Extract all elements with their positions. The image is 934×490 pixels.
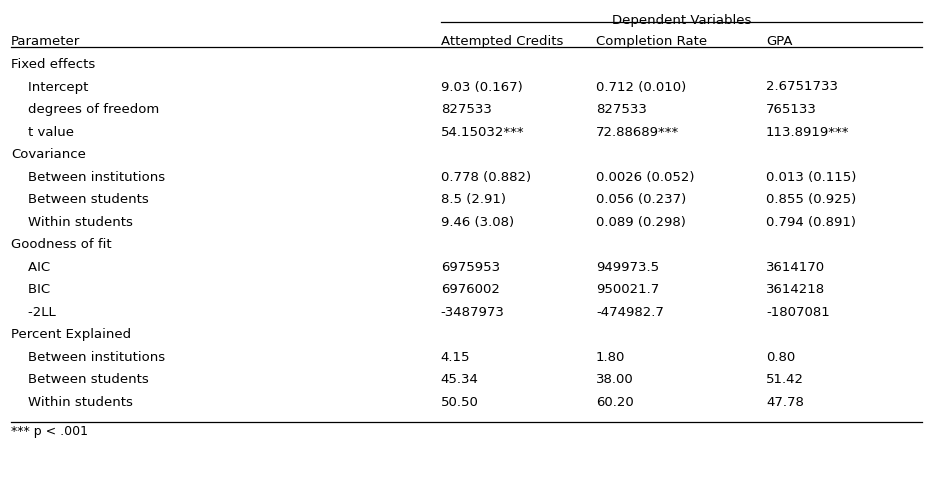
Text: BIC: BIC: [11, 283, 50, 296]
Text: 827533: 827533: [596, 103, 646, 116]
Text: Goodness of fit: Goodness of fit: [11, 238, 112, 251]
Text: Between students: Between students: [11, 373, 149, 386]
Text: Fixed effects: Fixed effects: [11, 58, 95, 71]
Text: 949973.5: 949973.5: [596, 261, 659, 273]
Text: t value: t value: [11, 125, 74, 139]
Text: GPA: GPA: [766, 35, 792, 48]
Text: 827533: 827533: [441, 103, 491, 116]
Text: Between students: Between students: [11, 193, 149, 206]
Text: 72.88689***: 72.88689***: [596, 125, 679, 139]
Text: Parameter: Parameter: [11, 35, 80, 48]
Text: 6976002: 6976002: [441, 283, 500, 296]
Text: 1.80: 1.80: [596, 350, 625, 364]
Text: 3614170: 3614170: [766, 261, 825, 273]
Text: *** p < .001: *** p < .001: [11, 425, 88, 438]
Text: Attempted Credits: Attempted Credits: [441, 35, 563, 48]
Text: Dependent Variables: Dependent Variables: [612, 14, 751, 27]
Text: 950021.7: 950021.7: [596, 283, 659, 296]
Text: 2.6751733: 2.6751733: [766, 80, 838, 94]
Text: 0.056 (0.237): 0.056 (0.237): [596, 193, 686, 206]
Text: 8.5 (2.91): 8.5 (2.91): [441, 193, 506, 206]
Text: 113.8919***: 113.8919***: [766, 125, 849, 139]
Text: 60.20: 60.20: [596, 395, 633, 409]
Text: 765133: 765133: [766, 103, 816, 116]
Text: 38.00: 38.00: [596, 373, 633, 386]
Text: Percent Explained: Percent Explained: [11, 328, 132, 341]
Text: Between institutions: Between institutions: [11, 171, 165, 183]
Text: 9.03 (0.167): 9.03 (0.167): [441, 80, 523, 94]
Text: Within students: Within students: [11, 395, 133, 409]
Text: 4.15: 4.15: [441, 350, 471, 364]
Text: 0.0026 (0.052): 0.0026 (0.052): [596, 171, 694, 183]
Text: 47.78: 47.78: [766, 395, 804, 409]
Text: Between institutions: Between institutions: [11, 350, 165, 364]
Text: 50.50: 50.50: [441, 395, 479, 409]
Text: Within students: Within students: [11, 216, 133, 228]
Text: degrees of freedom: degrees of freedom: [11, 103, 160, 116]
Text: -2LL: -2LL: [11, 305, 56, 318]
Text: 54.15032***: 54.15032***: [441, 125, 525, 139]
Text: Completion Rate: Completion Rate: [596, 35, 707, 48]
Text: 0.80: 0.80: [766, 350, 795, 364]
Text: 51.42: 51.42: [766, 373, 804, 386]
Text: -1807081: -1807081: [766, 305, 829, 318]
Text: -474982.7: -474982.7: [596, 305, 664, 318]
Text: 6975953: 6975953: [441, 261, 500, 273]
Text: Intercept: Intercept: [11, 80, 89, 94]
Text: 0.794 (0.891): 0.794 (0.891): [766, 216, 856, 228]
Text: 3614218: 3614218: [766, 283, 825, 296]
Text: 0.089 (0.298): 0.089 (0.298): [596, 216, 686, 228]
Text: 0.778 (0.882): 0.778 (0.882): [441, 171, 531, 183]
Text: Covariance: Covariance: [11, 148, 86, 161]
Text: AIC: AIC: [11, 261, 50, 273]
Text: 45.34: 45.34: [441, 373, 479, 386]
Text: 0.855 (0.925): 0.855 (0.925): [766, 193, 856, 206]
Text: 0.013 (0.115): 0.013 (0.115): [766, 171, 856, 183]
Text: -3487973: -3487973: [441, 305, 504, 318]
Text: 9.46 (3.08): 9.46 (3.08): [441, 216, 514, 228]
Text: 0.712 (0.010): 0.712 (0.010): [596, 80, 686, 94]
